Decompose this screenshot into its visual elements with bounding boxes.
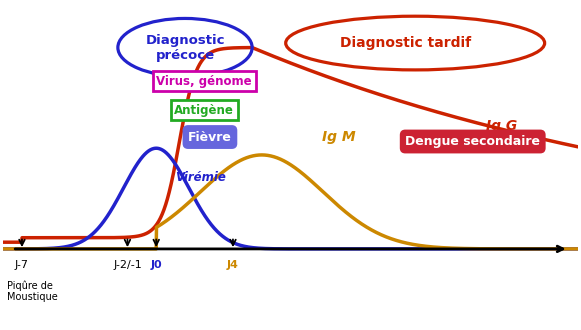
Text: Ig G: Ig G	[486, 119, 517, 133]
Text: Diagnostic
précoce: Diagnostic précoce	[145, 34, 225, 61]
Text: J0: J0	[150, 260, 162, 270]
Text: Virus, génome: Virus, génome	[156, 75, 252, 87]
Text: Ig M: Ig M	[322, 130, 355, 144]
Text: Diagnostic tardif: Diagnostic tardif	[340, 36, 471, 50]
Text: Fièvre: Fièvre	[188, 131, 232, 144]
Text: J-7: J-7	[15, 260, 29, 270]
Text: Dengue secondaire: Dengue secondaire	[405, 135, 540, 148]
Text: J4: J4	[227, 260, 239, 270]
Text: Piqûre de
Moustique: Piqûre de Moustique	[6, 280, 58, 302]
Text: Virémie: Virémie	[175, 171, 226, 184]
Text: Antigène: Antigène	[174, 104, 234, 117]
Text: J-2/-1: J-2/-1	[113, 260, 142, 270]
